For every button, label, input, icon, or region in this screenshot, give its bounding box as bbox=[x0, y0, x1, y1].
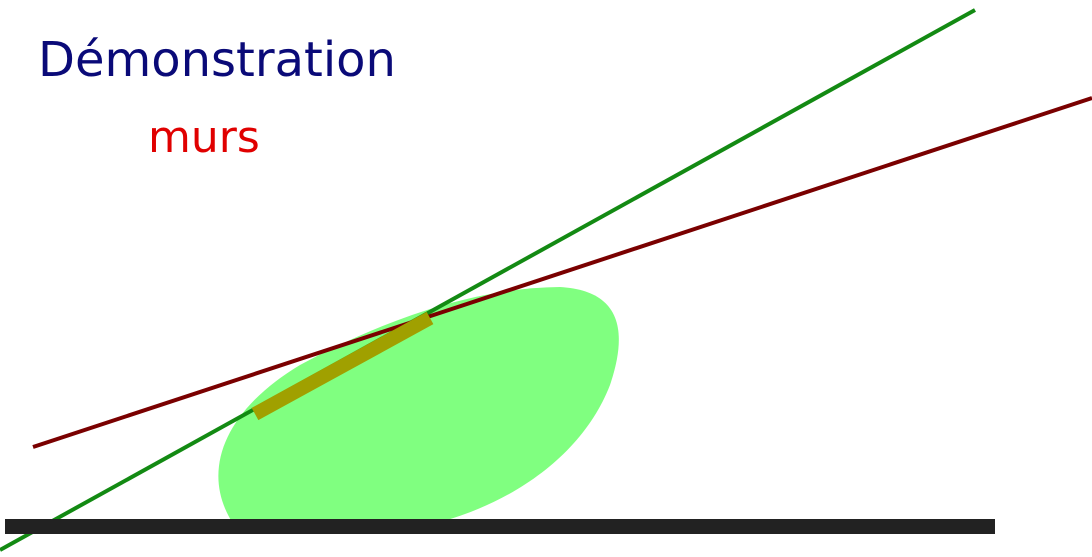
diagram-subtitle: murs bbox=[148, 112, 260, 163]
green-line bbox=[0, 8, 976, 552]
contact-segment bbox=[251, 311, 434, 421]
diagram-title: Démonstration bbox=[38, 32, 396, 88]
floor-bar bbox=[5, 519, 995, 534]
red-line bbox=[32, 96, 1092, 449]
green-blob-shape bbox=[218, 287, 619, 522]
